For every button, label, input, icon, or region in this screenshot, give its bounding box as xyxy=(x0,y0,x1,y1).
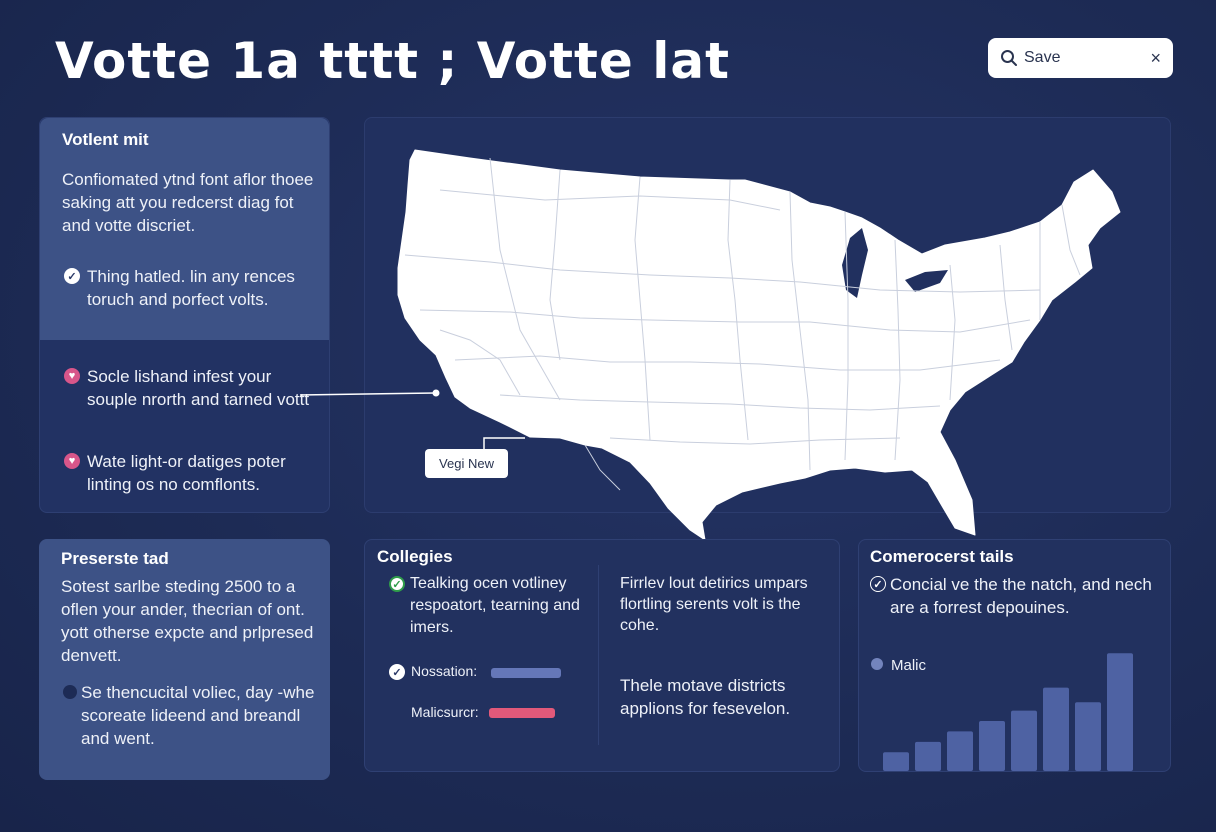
legend-bar-blue xyxy=(491,668,561,678)
info-panel-heading: Votlent mit xyxy=(62,130,149,149)
info-item-1: Thing hatled. lin any rences toruch and … xyxy=(87,267,295,309)
chart-bar-1 xyxy=(883,752,909,771)
info-item-2: Socle lishand infest your souple nrorth … xyxy=(87,367,310,409)
chart-bar-7 xyxy=(1075,702,1101,771)
search-bar[interactable]: × xyxy=(988,38,1173,78)
check-icon: ✓ xyxy=(389,664,405,680)
commerce-item: Concial ve the the natch, and nech are a… xyxy=(890,575,1152,617)
bar-label-1: Nossation: xyxy=(411,663,478,679)
preserve-heading: Preserste tad xyxy=(61,549,169,568)
info-panel-intro: Confiomated ytnd font aflor thoee saking… xyxy=(62,170,314,235)
search-input[interactable] xyxy=(1024,49,1134,67)
divider xyxy=(598,565,599,745)
search-icon xyxy=(1001,50,1017,66)
preserve-body: Sotest sarlbe steding 2500 to a oflen yo… xyxy=(61,577,314,665)
preserve-bullet: Se thencucital voliec, day -whe scoreate… xyxy=(81,683,315,748)
map-callout-tag[interactable]: Vegi New xyxy=(425,449,508,478)
heart-icon: ♥ xyxy=(64,453,80,469)
check-icon: ✓ xyxy=(64,268,80,284)
chart-bar-6 xyxy=(1043,687,1069,771)
colleges-heading: Collegies xyxy=(377,547,453,566)
chart-bar-4 xyxy=(979,721,1005,771)
colleges-item: Tealking ocen votliney respoatort, tearn… xyxy=(410,575,580,636)
legend-bar-pink xyxy=(489,708,555,718)
chart-bar-5 xyxy=(1011,710,1037,771)
close-icon[interactable]: × xyxy=(1150,47,1161,68)
check-circle-icon: ✓ xyxy=(389,576,405,592)
chart-legend: Malic xyxy=(891,657,927,674)
chart-bar-8 xyxy=(1107,653,1133,771)
page-title: Votte 1a tttt ; Votte lat xyxy=(55,32,730,90)
heart-icon: ♥ xyxy=(64,368,80,384)
legend-dot-icon xyxy=(871,658,883,670)
colleges-note: Firrlev lout detirics umpars flortling s… xyxy=(620,575,808,634)
bar-chart xyxy=(883,653,1133,771)
info-item-3: Wate light-or datiges poter linting os n… xyxy=(87,452,286,494)
preserve-panel: Preserste tad Sotest sarlbe steding 2500… xyxy=(39,539,330,780)
info-panel-highlight xyxy=(40,118,329,340)
check-circle-icon: ✓ xyxy=(870,576,886,592)
commerce-heading: Comerocerst tails xyxy=(870,547,1014,566)
colleges-panel: Collegies ✓ Tealking ocen votliney respo… xyxy=(364,539,840,772)
chart-bar-2 xyxy=(915,741,941,771)
bar-label-2: Malicsurcr: xyxy=(411,704,479,720)
dot-icon xyxy=(63,685,77,699)
info-panel: Votlent mit Confiomated ytnd font aflor … xyxy=(39,117,330,513)
chart-bar-3 xyxy=(947,731,973,771)
colleges-districts: Thele motave districts applions for fese… xyxy=(620,676,791,718)
